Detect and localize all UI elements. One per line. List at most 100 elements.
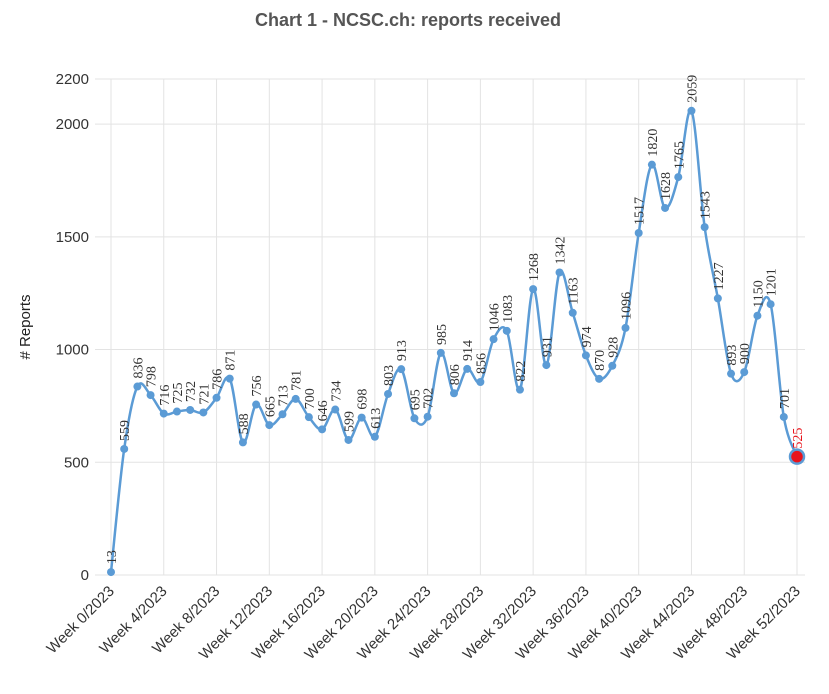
data-point — [410, 414, 419, 423]
y-tick-label: 1000 — [56, 342, 89, 359]
data-point — [555, 268, 564, 277]
data-point — [687, 106, 696, 115]
data-point — [595, 374, 604, 383]
data-label: 701 — [778, 388, 793, 409]
data-label: 713 — [277, 385, 292, 406]
data-point — [212, 393, 221, 402]
data-point — [463, 364, 472, 373]
data-point — [779, 412, 788, 421]
data-point — [318, 425, 327, 434]
data-label: 588 — [237, 413, 252, 434]
data-label: 900 — [738, 343, 753, 364]
data-point — [568, 308, 577, 317]
data-label: 913 — [395, 340, 410, 361]
data-label: 734 — [329, 381, 344, 402]
data-point — [476, 378, 485, 387]
data-point — [370, 432, 379, 441]
data-point — [542, 361, 551, 370]
data-point — [502, 326, 511, 335]
data-point — [133, 382, 142, 391]
data-point — [107, 568, 115, 577]
data-label: 786 — [211, 369, 226, 390]
data-label: 893 — [725, 345, 740, 366]
series-line — [109, 108, 799, 573]
data-label: 695 — [408, 389, 423, 410]
data-point — [225, 374, 234, 383]
data-point — [146, 391, 155, 400]
data-label: 928 — [606, 337, 621, 358]
data-label: 974 — [580, 326, 595, 347]
data-point — [740, 368, 749, 377]
data-label: 1820 — [646, 129, 661, 157]
data-point — [238, 438, 247, 447]
data-label: 870 — [593, 350, 608, 371]
data-label: 781 — [290, 370, 305, 391]
data-point — [344, 435, 353, 444]
data-label: 13 — [105, 550, 120, 564]
data-point — [647, 160, 656, 169]
data-label: 1096 — [620, 292, 635, 320]
y-axis-ticks: 0 500 1000 1500 2000 2200 — [56, 71, 89, 584]
data-label: 1201 — [765, 268, 780, 296]
data-point — [159, 409, 168, 418]
data-label: 665 — [263, 396, 278, 417]
data-point — [331, 405, 340, 414]
data-point — [252, 400, 261, 409]
data-point — [489, 335, 498, 344]
data-label: 646 — [316, 400, 331, 421]
data-label: 798 — [145, 366, 160, 387]
chart-title: Chart 1 - NCSC.ch: reports received — [255, 10, 561, 30]
data-point — [291, 394, 300, 403]
data-label: 1765 — [672, 141, 687, 169]
data-label: 721 — [197, 383, 212, 404]
data-label: 1268 — [527, 253, 542, 281]
data-point — [766, 300, 775, 309]
y-tick-label: 1500 — [56, 229, 89, 246]
data-point — [581, 351, 590, 360]
data-label: 559 — [118, 420, 133, 441]
data-label: 856 — [474, 353, 489, 374]
data-point — [172, 407, 181, 416]
data-label: 1342 — [554, 236, 569, 264]
data-label: 871 — [224, 350, 239, 371]
data-label: 732 — [184, 381, 199, 402]
y-tick-label: 500 — [64, 454, 89, 471]
data-point — [423, 412, 432, 421]
data-label: 725 — [171, 383, 186, 404]
data-label: 806 — [448, 364, 463, 385]
data-label: 599 — [342, 411, 357, 432]
data-point — [713, 294, 722, 303]
data-point — [357, 413, 366, 422]
data-point — [450, 389, 458, 398]
data-point — [278, 410, 287, 419]
data-label: 702 — [422, 388, 437, 409]
data-label: 822 — [514, 361, 529, 382]
data-label: 1543 — [699, 191, 714, 219]
data-point — [608, 361, 617, 370]
data-label: 1517 — [633, 197, 648, 225]
data-label: 1628 — [659, 172, 674, 200]
data-points — [107, 106, 806, 577]
data-point-highlight — [788, 448, 806, 465]
data-label: 914 — [461, 340, 476, 361]
y-tick-label: 0 — [81, 567, 89, 584]
data-label: 985 — [435, 324, 450, 345]
data-point — [700, 223, 709, 232]
data-label: 756 — [250, 376, 265, 397]
data-point — [515, 385, 524, 394]
data-label: 613 — [369, 408, 384, 429]
data-point — [753, 311, 762, 320]
y-axis-label: # Reports — [17, 294, 34, 359]
data-point — [727, 369, 736, 378]
data-point — [529, 285, 538, 294]
data-point — [304, 413, 313, 422]
y-tick-label: 2000 — [56, 116, 89, 133]
data-point — [621, 323, 630, 332]
data-label: 700 — [303, 388, 318, 409]
data-label: 698 — [356, 389, 371, 410]
data-point — [384, 389, 393, 398]
data-point — [674, 173, 683, 182]
